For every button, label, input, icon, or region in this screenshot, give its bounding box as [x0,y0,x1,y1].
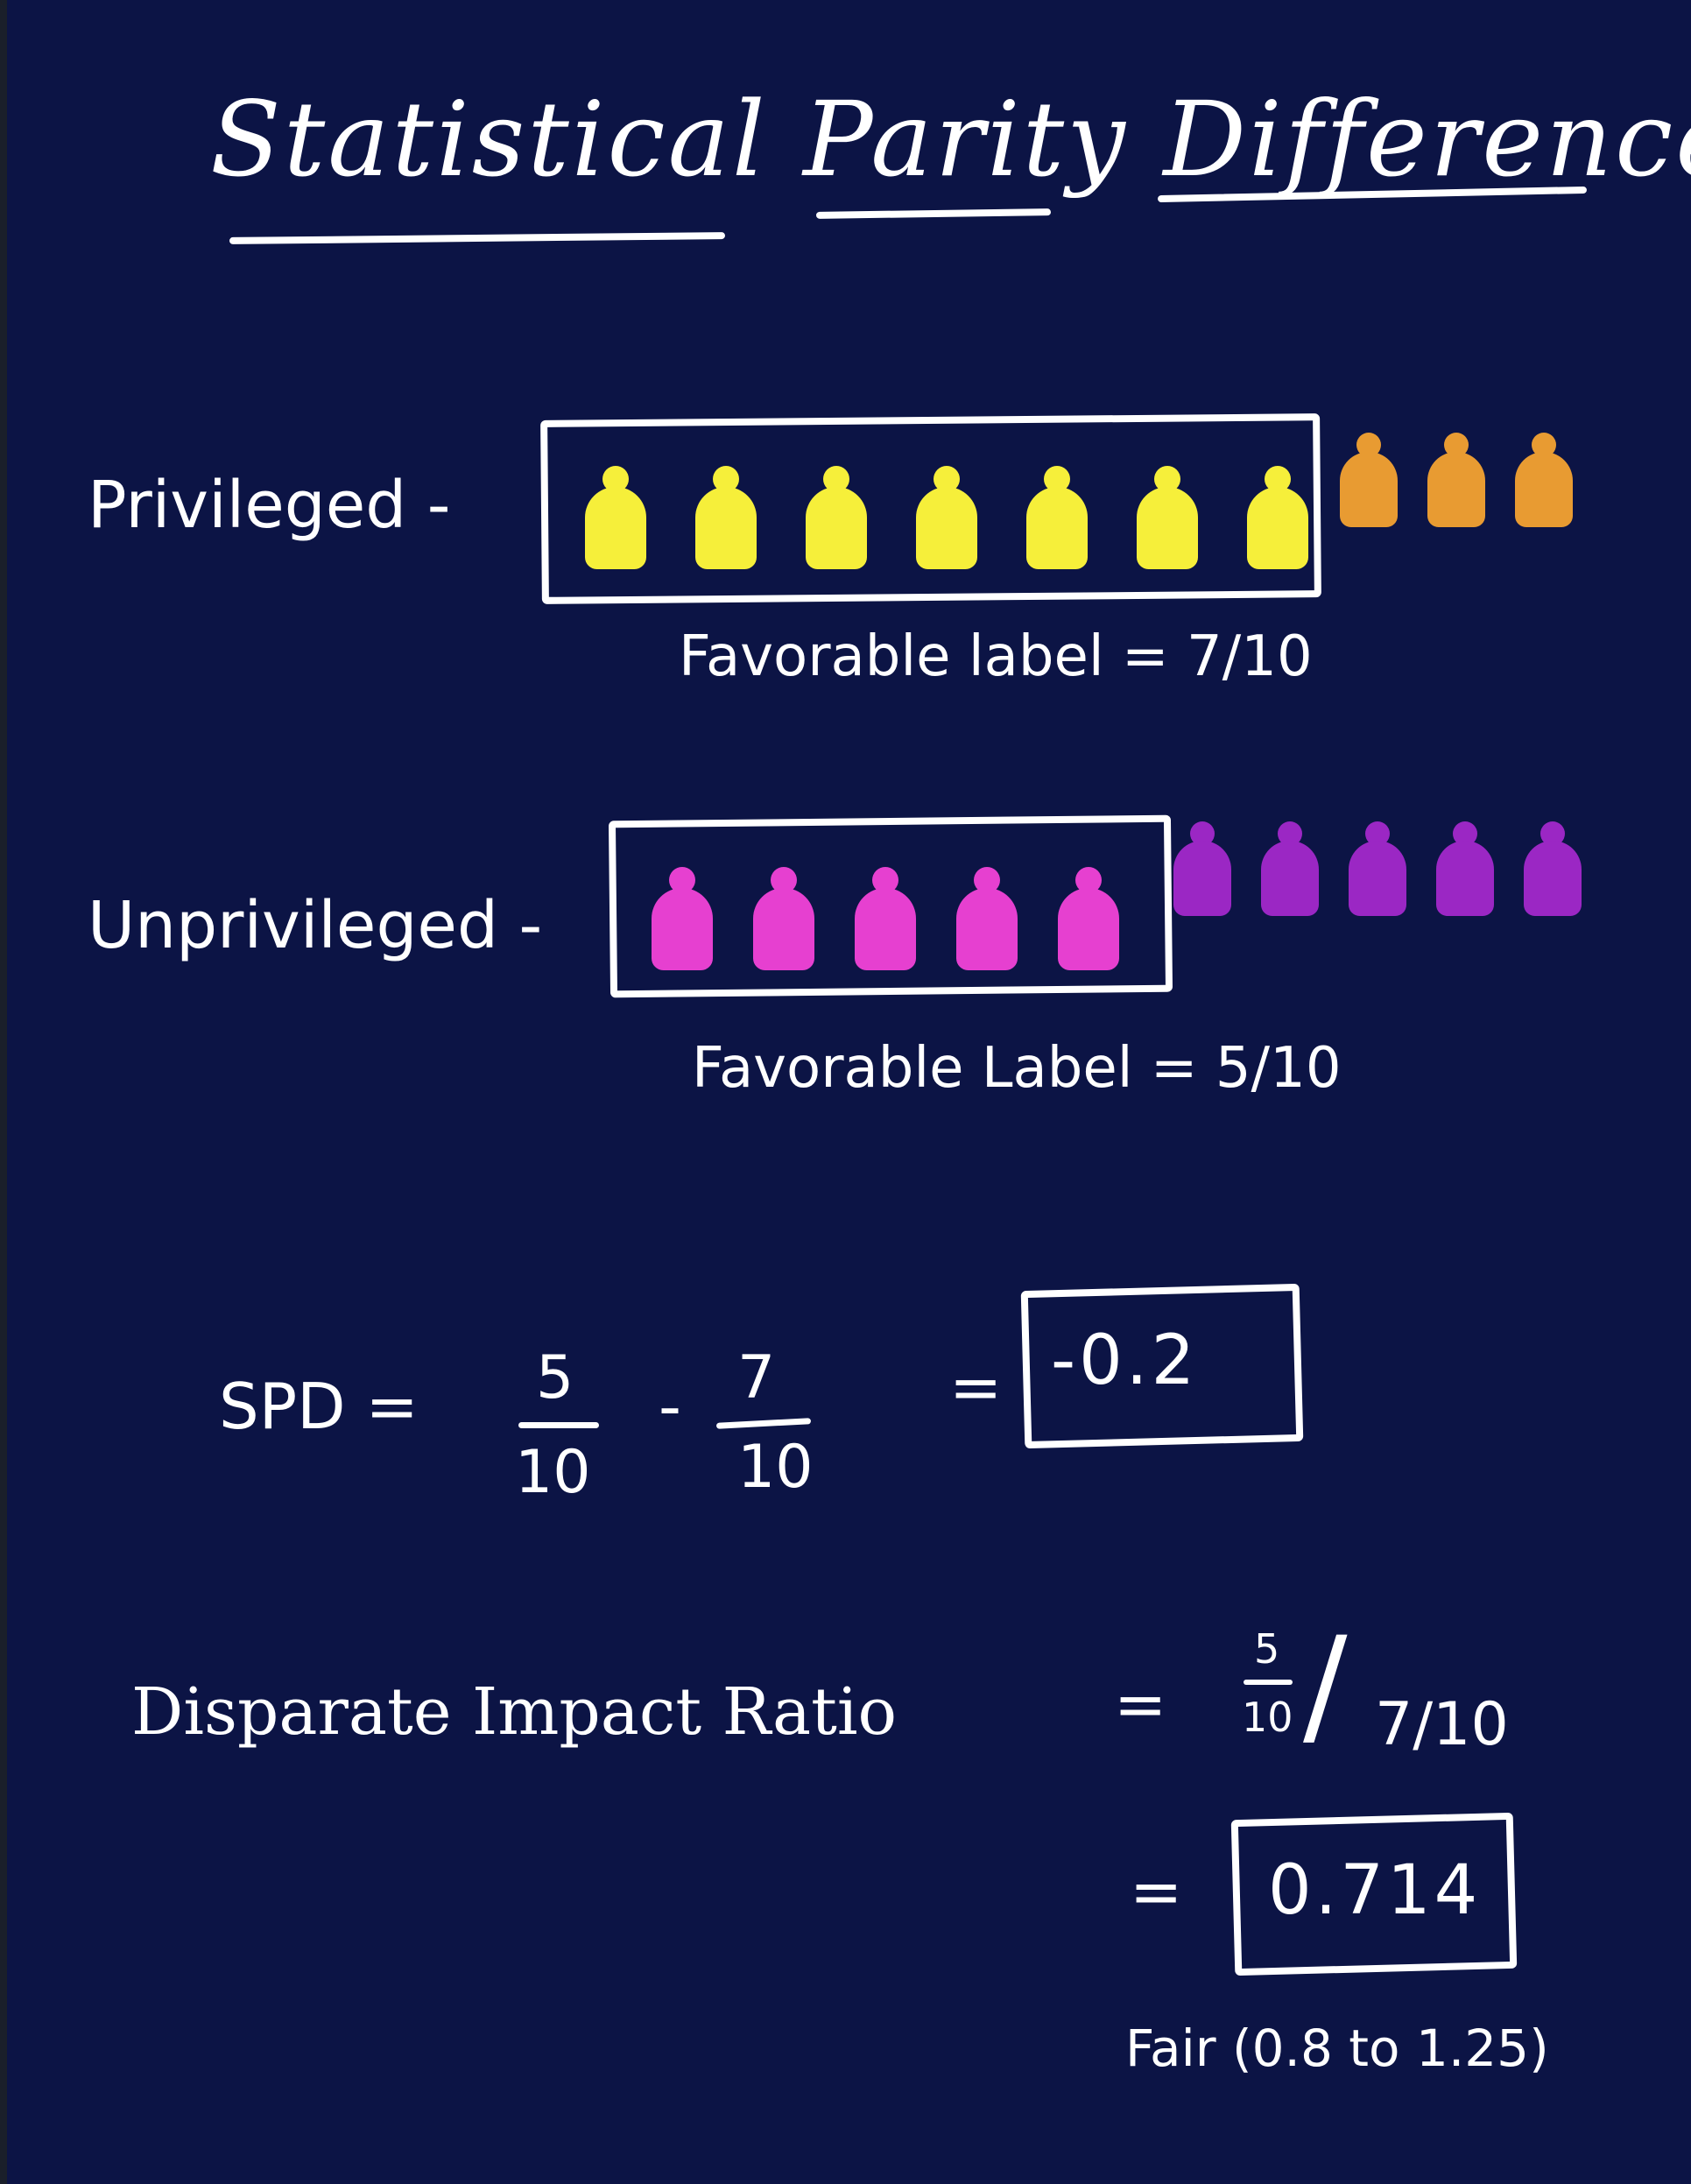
spd-label: SPD = [219,1370,419,1443]
unprivileged-person-favorable [1056,867,1121,970]
dir-label: Disparate Impact Ratio [131,1674,898,1750]
dir-equals: = [1114,1667,1167,1741]
dir-denominator: 10 [1242,1694,1293,1741]
privileged-person-favorable [583,466,648,569]
unprivileged-person-favorable [853,867,918,970]
privileged-favorable-text: Favorable label = 7/10 [679,624,1313,689]
privileged-person-favorable [1135,466,1200,569]
dir-equals-2: = [1130,1855,1183,1928]
spd-fraction-bar-2 [715,1418,812,1429]
unprivileged-person-unfavorable [1436,821,1501,925]
privileged-person-favorable [804,466,869,569]
left-edge [0,0,7,2184]
page-title: Statistical Parity Difference [210,79,1691,200]
unprivileged-person-unfavorable [1524,821,1589,925]
privileged-person-favorable [914,466,979,569]
dir-slash: / [1303,1610,1348,1762]
dir-fraction-bar [1244,1680,1293,1685]
dir-rhs: 7/10 [1375,1690,1509,1759]
privileged-person-favorable [694,466,758,569]
spd-minus: - [659,1370,681,1443]
unprivileged-favorable-text: Favorable Label = 5/10 [692,1036,1342,1101]
spd-fraction-bar-1 [518,1422,599,1428]
privileged-person-favorable [1245,466,1310,569]
spd-denominator-2: 10 [737,1433,814,1502]
unprivileged-person-unfavorable [1173,821,1238,925]
unprivileged-label: Unprivileged - [88,888,543,963]
unprivileged-person-favorable [751,867,816,970]
privileged-person-unfavorable [1515,433,1580,536]
title-underline-2 [815,208,1052,219]
unprivileged-person-favorable [650,867,715,970]
unprivileged-person-unfavorable [1261,821,1326,925]
privileged-person-unfavorable [1340,433,1405,536]
title-underline-1 [229,232,726,244]
privileged-person-favorable [1025,466,1089,569]
dir-result: 0.714 [1268,1851,1482,1930]
unprivileged-person-unfavorable [1349,821,1413,925]
dir-fair-note: Fair (0.8 to 1.25) [1125,2018,1549,2078]
unprivileged-person-favorable [955,867,1019,970]
spd-equals: = [949,1350,1003,1424]
privileged-person-unfavorable [1427,433,1492,536]
spd-result: -0.2 [1051,1321,1199,1400]
privileged-label: Privileged - [88,468,451,543]
spd-numerator-2: 7 [737,1343,776,1413]
dir-numerator: 5 [1254,1625,1280,1673]
spd-numerator-1: 5 [536,1343,574,1413]
spd-denominator-1: 10 [515,1438,591,1507]
